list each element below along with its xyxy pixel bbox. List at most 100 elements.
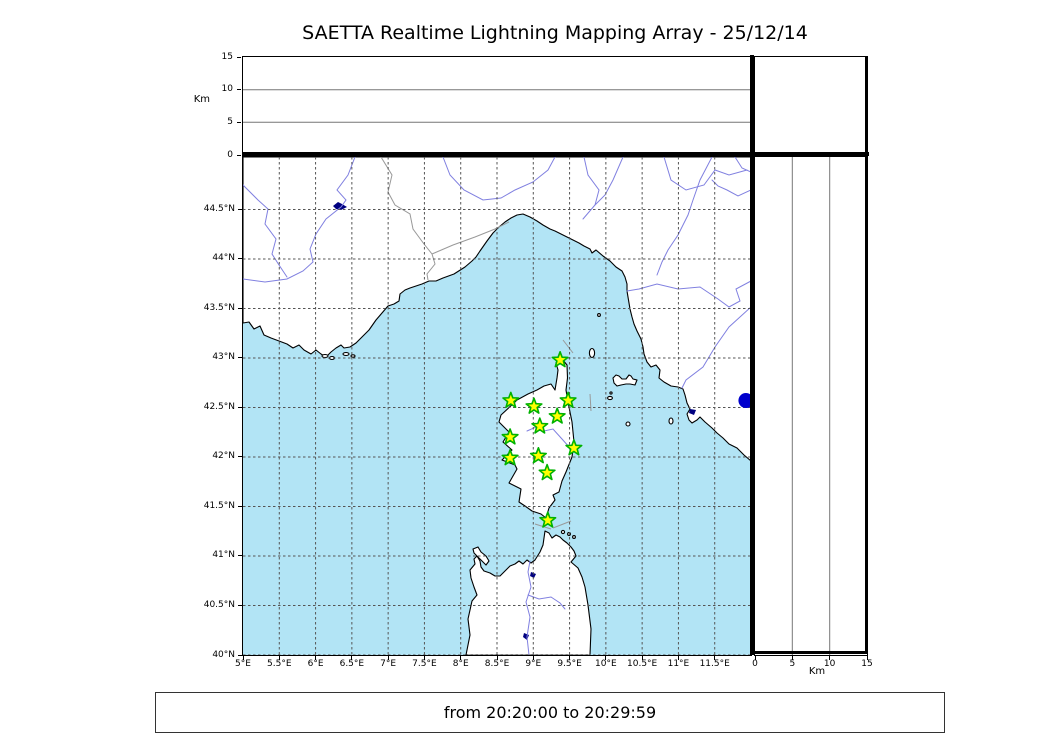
lat-tick-label: 43°N — [212, 352, 235, 363]
lon-tick — [278, 656, 280, 660]
lon-tick — [315, 656, 317, 660]
top-km-tick-label: 5 — [227, 116, 233, 127]
maddalena-island — [572, 535, 576, 539]
station-marker — [539, 511, 557, 528]
altitude-longitude-grid — [243, 89, 751, 123]
station-marker — [548, 407, 566, 424]
lon-tick-label: 8.5°E — [484, 659, 510, 669]
lat-tick — [238, 555, 242, 557]
lon-tick — [714, 656, 716, 660]
lagoon-orbetello — [689, 409, 696, 415]
station-marker — [502, 391, 520, 408]
lon-tick — [569, 656, 571, 660]
station-marker — [559, 391, 577, 408]
lat-tick — [238, 456, 242, 458]
lat-tick-label: 43.5°N — [203, 302, 235, 313]
elba-island — [612, 374, 638, 387]
lat-tick-label: 40°N — [212, 649, 235, 660]
top-km-tick-label: 15 — [221, 51, 233, 62]
maddalena-island — [560, 529, 566, 535]
lon-tick-label: 10.5°E — [627, 659, 658, 669]
lon-tick — [460, 656, 462, 660]
corner-panel — [754, 56, 868, 156]
pianosa-island — [607, 395, 613, 401]
top-axis-unit-label: Km — [193, 94, 210, 105]
station-marker — [551, 351, 569, 368]
altitude-longitude-panel — [242, 56, 752, 156]
lat-tick-label: 44.5°N — [203, 203, 235, 214]
time-range-box: from 20:20:00 to 20:29:59 — [155, 692, 945, 733]
top-km-tick — [237, 56, 241, 58]
lon-tick — [532, 656, 534, 660]
border-layer — [380, 157, 592, 530]
asinara-island — [472, 546, 490, 566]
lightning-event-dot — [738, 393, 751, 409]
lat-tick — [238, 406, 242, 408]
mainland-coast — [243, 157, 751, 462]
lon-tick — [423, 656, 425, 660]
lon-tick — [496, 656, 498, 660]
right-km-tick — [754, 656, 756, 660]
lon-tick-label: 11°E — [667, 659, 690, 669]
lat-tick — [238, 307, 242, 309]
lat-tick — [238, 654, 242, 656]
altitude-latitude-panel — [754, 156, 868, 656]
right-km-tick-label: 15 — [861, 659, 873, 669]
top-km-tick — [237, 89, 241, 91]
altitude-latitude-grid — [791, 157, 831, 655]
lat-tick — [238, 208, 242, 210]
right-km-tick-label: 10 — [823, 659, 836, 669]
lon-tick — [351, 656, 353, 660]
station-marker — [565, 439, 583, 456]
station-marker — [538, 463, 556, 481]
corsica-coast — [498, 356, 575, 519]
lon-tick-label: 7°E — [380, 659, 397, 669]
lon-tick-label: 8°E — [452, 659, 469, 669]
panel-separator-vertical — [750, 55, 754, 655]
hyeres-island — [350, 354, 356, 358]
gorgona-island — [597, 313, 601, 317]
lat-tick — [238, 505, 242, 507]
right-km-tick — [866, 656, 868, 660]
giglio-island — [668, 417, 674, 425]
hyeres-island — [342, 351, 350, 357]
lon-tick-label: 10°E — [595, 659, 617, 669]
frame-bottom-edge — [750, 651, 868, 654]
lat-tick-label: 42°N — [212, 451, 235, 462]
figure-title: SAETTA Realtime Lightning Mapping Array … — [302, 22, 808, 44]
right-km-tick-label: 0 — [752, 659, 758, 669]
lon-tick-label: 5°E — [235, 659, 251, 669]
station-marker — [531, 417, 549, 434]
lon-tick — [242, 656, 244, 660]
lat-tick-label: 41°N — [212, 550, 235, 561]
map-canvas — [243, 157, 751, 655]
station-marker — [525, 397, 543, 414]
lake-coghinas — [530, 572, 536, 578]
lon-tick-label: 9°E — [525, 659, 542, 669]
lon-tick-label: 6°E — [307, 659, 324, 669]
lon-tick-label: 11.5°E — [699, 659, 730, 669]
lat-tick-label: 42.5°N — [203, 401, 235, 412]
lon-tick — [605, 656, 607, 660]
top-km-tick — [237, 121, 241, 123]
lake-serre-poncon — [333, 202, 347, 210]
lat-tick-label: 41.5°N — [203, 500, 235, 511]
right-km-tick-label: 5 — [789, 659, 796, 669]
lon-tick — [641, 656, 643, 660]
capraia-island — [588, 347, 596, 359]
top-km-tick-label: 10 — [221, 84, 233, 95]
lon-tick — [387, 656, 389, 660]
montecristo-island — [625, 421, 631, 427]
map-panel — [242, 156, 752, 656]
lat-tick-label: 40.5°N — [203, 599, 235, 610]
lon-tick-label: 5.5°E — [267, 659, 292, 669]
stations-layer — [501, 351, 751, 528]
lon-tick-label: 6.5°E — [339, 659, 365, 669]
time-range-text: from 20:20:00 to 20:29:59 — [443, 703, 657, 722]
lat-tick — [238, 258, 242, 260]
top-km-tick — [237, 154, 241, 156]
palmaiola-island — [609, 391, 613, 395]
lon-tick-label: 7.5°E — [412, 659, 437, 669]
top-km-tick-label: 0 — [227, 149, 233, 160]
